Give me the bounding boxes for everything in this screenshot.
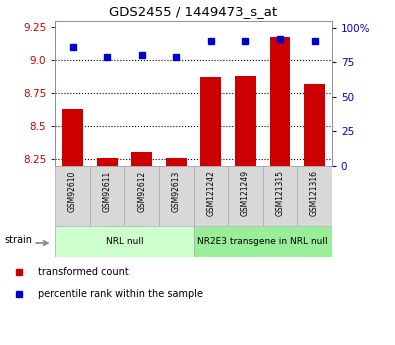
Text: GSM121316: GSM121316	[310, 170, 319, 216]
Bar	[166, 158, 187, 166]
Text: GSM121242: GSM121242	[206, 170, 215, 216]
Bar	[297, 166, 332, 226]
Bar	[124, 166, 159, 226]
Bar	[159, 166, 194, 226]
Bar	[228, 166, 263, 226]
Bar	[62, 109, 83, 166]
Bar	[55, 166, 90, 226]
Bar	[194, 226, 332, 257]
Bar	[131, 152, 152, 166]
Text: strain: strain	[4, 235, 32, 245]
Text: GSM92610: GSM92610	[68, 170, 77, 212]
Bar	[97, 158, 118, 166]
Bar	[263, 166, 297, 226]
Bar	[90, 166, 124, 226]
Text: percentile rank within the sample: percentile rank within the sample	[38, 289, 203, 299]
Bar	[201, 77, 221, 166]
Text: GSM92613: GSM92613	[172, 170, 181, 212]
Text: transformed count: transformed count	[38, 267, 129, 277]
Title: GDS2455 / 1449473_s_at: GDS2455 / 1449473_s_at	[109, 5, 278, 18]
Bar	[304, 84, 325, 166]
Bar	[194, 166, 228, 226]
Text: NR2E3 transgene in NRL null: NR2E3 transgene in NRL null	[198, 237, 328, 246]
Bar	[269, 37, 290, 166]
Bar	[55, 226, 194, 257]
Text: GSM92612: GSM92612	[137, 170, 146, 212]
Text: NRL null: NRL null	[105, 237, 143, 246]
Bar	[235, 76, 256, 166]
Text: GSM92611: GSM92611	[103, 170, 112, 212]
Text: GSM121249: GSM121249	[241, 170, 250, 216]
Text: GSM121315: GSM121315	[275, 170, 284, 216]
